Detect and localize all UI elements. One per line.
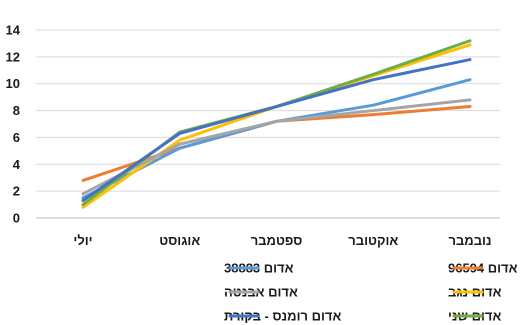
series-line (81, 43, 472, 209)
y-tick-label: 8 (13, 103, 20, 118)
legend-label: אדום אבנטה (224, 285, 298, 300)
y-tick-label: 0 (13, 211, 20, 226)
gridlines (36, 29, 500, 192)
y-tick-label: 14 (6, 23, 21, 38)
legend-item: אדום נגב (448, 285, 502, 300)
legend-item: אדום 38883 (224, 261, 294, 276)
legend-label: אדום רומנס - בקורת (224, 309, 341, 324)
x-tick-label: נובמבר (448, 233, 491, 248)
y-tick-label: 4 (13, 157, 21, 172)
legend-item: אדום שני (448, 309, 501, 324)
x-tick-label: אוגוסט (159, 233, 200, 248)
legend-item: אדום 96594 (448, 261, 518, 276)
series-lines (81, 39, 472, 209)
y-tick-label: 10 (6, 76, 20, 91)
series-line (81, 78, 472, 200)
y-tick-label: 12 (6, 49, 20, 64)
series-line (81, 58, 472, 203)
series-line (81, 98, 472, 196)
x-tick-label: יולי (73, 233, 92, 248)
legend-item: אדום רומנס - בקורת (224, 309, 341, 324)
x-tick-label: ספטמבר (251, 233, 303, 248)
legend-item: אדום אבנטה (224, 285, 298, 300)
x-axis: יולי אוגוסט ספטמבר אוקטובר נובמבר (36, 217, 500, 248)
legend: אדום 96594 אדום 38883 אדום נגב אדום אבנטה אד… (224, 261, 518, 324)
x-tick-label: אוקטובר (348, 233, 398, 248)
y-tick-label: 6 (13, 130, 20, 145)
y-axis: 0 2 4 6 8 10 12 14 (6, 23, 21, 226)
y-tick-label: 2 (13, 184, 20, 199)
